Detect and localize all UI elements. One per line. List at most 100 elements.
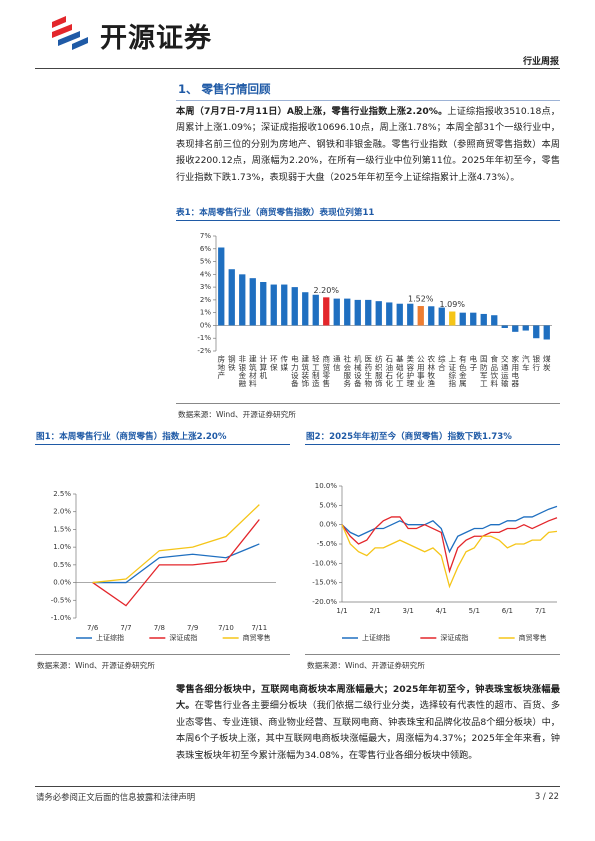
y-tick-label: 3% bbox=[200, 283, 211, 291]
y-tick-label: 0.0% bbox=[53, 579, 71, 587]
x-tick-label: 传媒 bbox=[280, 354, 289, 372]
x-tick-label: 商贸零售 bbox=[322, 354, 331, 388]
bar bbox=[365, 299, 372, 326]
x-tick-label: 7/6 bbox=[87, 624, 99, 632]
x-tick-label: 国防军工 bbox=[479, 355, 488, 388]
x-tick-label: 上证综指 bbox=[448, 355, 457, 388]
bar bbox=[407, 303, 414, 326]
x-tick-label: 计算机 bbox=[259, 354, 268, 380]
bar bbox=[249, 278, 256, 326]
legend-label: 深证成指 bbox=[440, 633, 468, 642]
x-tick-label: 轻工制造 bbox=[311, 354, 320, 388]
data-line bbox=[92, 504, 260, 584]
x-tick-label: 基础化工 bbox=[395, 354, 404, 388]
y-tick-label: -2% bbox=[197, 347, 211, 355]
y-tick-label: 7% bbox=[200, 232, 211, 240]
source-rule bbox=[305, 654, 560, 655]
bar bbox=[501, 325, 508, 328]
x-tick-label: 4/1 bbox=[436, 607, 447, 615]
caption-rule bbox=[305, 444, 560, 445]
bar bbox=[386, 302, 393, 326]
y-tick-label: -1% bbox=[197, 334, 211, 342]
x-tick-label: 7/1 bbox=[535, 607, 546, 615]
source-note: 数据来源：Wind、开源证券研究所 bbox=[307, 661, 425, 670]
paragraph: 零售各细分板块中，互联网电商板块本周涨幅最大；2025年年初至今，钟表珠宝板块涨… bbox=[176, 682, 560, 764]
x-tick-label: 公用事业 bbox=[416, 355, 425, 387]
source-note: 数据来源：Wind、开源证券研究所 bbox=[178, 410, 296, 419]
legend-label: 商贸零售 bbox=[519, 633, 547, 642]
x-tick-label: 有色金属 bbox=[458, 354, 467, 388]
x-tick-label: 煤炭 bbox=[542, 354, 551, 372]
y-tick-label: 6% bbox=[200, 245, 211, 253]
x-tick-label: 非银金融 bbox=[238, 354, 247, 388]
x-tick-label: 通信 bbox=[332, 354, 341, 372]
bar bbox=[260, 282, 267, 326]
caption-rule bbox=[176, 220, 560, 221]
table-caption: 表1：本周零售行业（商贸零售指数）表现位列第11 bbox=[176, 208, 375, 218]
y-tick-label: -5.0% bbox=[317, 540, 338, 548]
x-tick-label: 食品饮料 bbox=[490, 354, 499, 388]
report-type: 行业周报 bbox=[522, 57, 559, 67]
legend-label: 商贸零售 bbox=[243, 633, 271, 642]
bar bbox=[428, 306, 435, 326]
y-tick-label: -15.0% bbox=[312, 579, 337, 587]
bar bbox=[344, 298, 351, 326]
bar bbox=[218, 247, 225, 326]
x-tick-label: 3/1 bbox=[403, 607, 414, 615]
source-rule bbox=[35, 654, 290, 655]
source-note: 数据来源：Wind、开源证券研究所 bbox=[37, 661, 155, 670]
caption-rule bbox=[35, 444, 290, 445]
legend-label: 深证成指 bbox=[169, 633, 197, 642]
section-title: 1、 零售行情回顾 bbox=[178, 82, 271, 96]
y-tick-label: -0.5% bbox=[51, 596, 72, 604]
y-tick-label: -1.0% bbox=[51, 614, 72, 622]
y-tick-label: -10.0% bbox=[312, 559, 337, 567]
header-rule bbox=[35, 68, 560, 69]
logo-icon bbox=[52, 16, 88, 50]
x-tick-label: 7/8 bbox=[154, 624, 165, 632]
figure-caption: 图2：2025年年初至今（商贸零售）指数下跌1.73% bbox=[306, 432, 512, 442]
bar bbox=[323, 297, 330, 326]
x-tick-label: 房地产 bbox=[217, 354, 226, 380]
data-line bbox=[341, 505, 558, 554]
x-tick-label: 家用电器 bbox=[511, 354, 520, 388]
x-tick-label: 6/1 bbox=[502, 607, 513, 615]
legend-label: 上证综指 bbox=[362, 633, 390, 642]
bar bbox=[312, 294, 319, 326]
y-tick-label: 0% bbox=[200, 321, 211, 329]
data-line bbox=[341, 516, 558, 574]
data-label: 2.20% bbox=[314, 286, 340, 295]
bar bbox=[470, 312, 477, 326]
footer-rule bbox=[35, 786, 560, 787]
x-tick-label: 环保 bbox=[269, 355, 278, 372]
bar bbox=[417, 306, 424, 326]
x-tick-label: 社会服务 bbox=[343, 354, 352, 388]
data-label: 1.09% bbox=[440, 300, 466, 309]
bar bbox=[459, 312, 466, 326]
x-tick-label: 纺织服饰 bbox=[374, 354, 383, 388]
footer-disclaimer: 请务必参阅正文后面的信息披露和法律声明 bbox=[36, 792, 196, 802]
x-tick-label: 电力设备 bbox=[290, 354, 299, 388]
figure-caption: 图1：本周零售行业（商贸零售）指数上涨2.20% bbox=[36, 432, 227, 442]
page-number: 3 / 22 bbox=[534, 791, 559, 801]
bar bbox=[270, 284, 277, 326]
y-tick-label: 1% bbox=[200, 309, 211, 317]
x-tick-label: 建筑材料 bbox=[248, 354, 257, 388]
y-tick-label: -20.0% bbox=[312, 598, 337, 606]
bar bbox=[449, 311, 456, 326]
section-rule bbox=[176, 100, 560, 101]
bar bbox=[438, 307, 445, 326]
paragraph-lead: 本周（7月7日-7月11日）A股上涨，零售行业指数上涨2.20%。 bbox=[176, 106, 448, 117]
x-tick-label: 1/1 bbox=[336, 607, 347, 615]
x-tick-label: 钢铁 bbox=[227, 354, 236, 372]
y-tick-label: 5.0% bbox=[319, 501, 337, 509]
y-tick-label: 1.0% bbox=[53, 543, 71, 551]
x-tick-label: 5/1 bbox=[469, 607, 480, 615]
bar bbox=[491, 315, 498, 326]
source-rule bbox=[176, 403, 560, 404]
data-line bbox=[341, 524, 558, 589]
bar bbox=[480, 313, 487, 326]
y-tick-label: 10.0% bbox=[315, 482, 338, 490]
x-tick-label: 农林牧渔 bbox=[427, 354, 436, 388]
